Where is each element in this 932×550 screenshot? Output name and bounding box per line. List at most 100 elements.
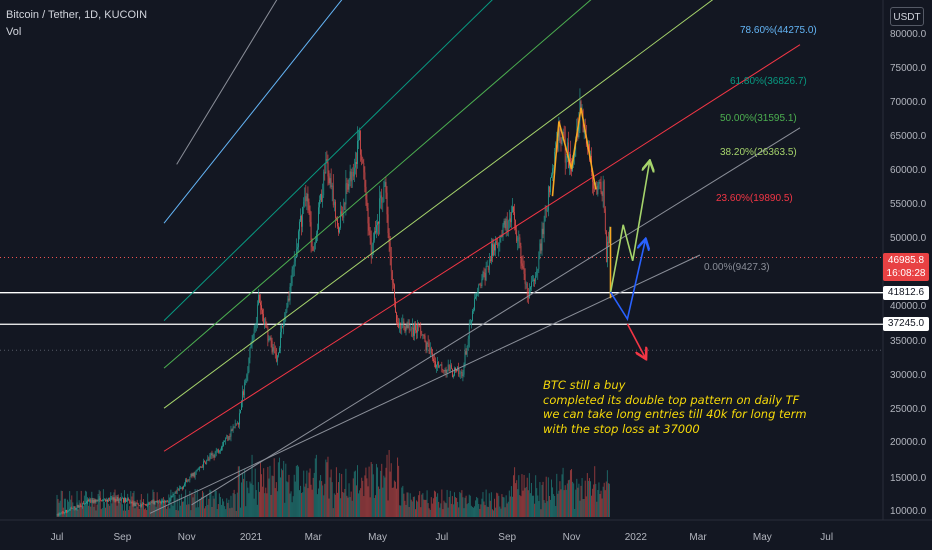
- candle-body: [321, 193, 322, 202]
- volume-bar: [365, 467, 367, 517]
- volume-bar: [389, 471, 391, 517]
- volume-bar: [455, 497, 457, 517]
- candle-body: [243, 391, 244, 396]
- time-tick-label: Nov: [563, 532, 581, 543]
- candle-body: [564, 138, 566, 163]
- candle-body: [171, 495, 173, 498]
- volume-bar: [533, 495, 535, 517]
- volume-bar: [450, 503, 452, 517]
- volume-bar: [101, 508, 103, 517]
- candle-body: [442, 369, 444, 371]
- volume-bar: [158, 502, 160, 517]
- volume-bar: [205, 506, 207, 517]
- volume-bar: [588, 478, 590, 517]
- volume-bar: [445, 503, 447, 517]
- volume-bar: [309, 468, 311, 517]
- volume-bar: [67, 499, 69, 517]
- fib-level-label: 50.00%(31595.1): [720, 113, 797, 124]
- candle-body: [136, 502, 138, 504]
- volume-bar: [530, 482, 532, 517]
- candle-body: [409, 328, 411, 330]
- volume-bar: [74, 506, 76, 517]
- volume-bar: [276, 491, 278, 517]
- volume-bar: [430, 497, 432, 517]
- candle-body: [416, 330, 417, 333]
- candle-body: [316, 233, 317, 243]
- candle-body: [201, 467, 202, 468]
- candle-body: [144, 503, 145, 505]
- volume-bar: [370, 462, 372, 517]
- volume-bar: [164, 502, 166, 517]
- volume-bar: [109, 505, 111, 517]
- volume-bar: [600, 490, 602, 517]
- candle-body: [83, 502, 84, 504]
- volume-bar: [222, 498, 224, 517]
- volume-bar: [266, 493, 268, 517]
- price-tick-label: 30000.0: [890, 370, 927, 381]
- candle-body: [202, 467, 203, 468]
- volume-bar: [189, 490, 191, 517]
- volume-bar: [80, 490, 82, 517]
- volume-indicator-label[interactable]: Vol: [6, 26, 22, 38]
- volume-bar: [287, 482, 289, 517]
- fib-level-label: 23.60%(19890.5): [716, 193, 793, 204]
- volume-bar: [293, 474, 295, 517]
- volume-bar: [270, 494, 272, 517]
- volume-bar: [591, 495, 593, 517]
- volume-bar: [338, 482, 340, 517]
- volume-bar: [172, 505, 174, 517]
- candle-body: [434, 361, 435, 362]
- currency-unit-button[interactable]: USDT: [890, 7, 924, 26]
- volume-bar: [358, 493, 360, 517]
- volume-bar: [417, 501, 419, 517]
- volume-bar: [486, 506, 488, 517]
- volume-bar: [598, 482, 600, 517]
- volume-bar: [264, 493, 266, 517]
- volume-bar: [211, 506, 213, 517]
- candle-body: [352, 171, 354, 177]
- volume-bar: [453, 492, 455, 517]
- volume-bar: [565, 489, 567, 517]
- volume-bar: [335, 467, 337, 517]
- candle-body: [443, 370, 445, 372]
- volume-bar: [200, 497, 202, 517]
- candle-body: [474, 298, 475, 310]
- volume-bar: [294, 481, 296, 517]
- fib-level-label: 61.80%(36826.7): [730, 76, 807, 87]
- candle-body: [520, 245, 522, 264]
- candle-body: [407, 322, 409, 329]
- volume-bar: [247, 487, 249, 517]
- candle-body: [186, 479, 188, 483]
- candle-body: [204, 461, 205, 463]
- symbol-title[interactable]: Bitcoin / Tether, 1D, KUCOIN: [6, 9, 148, 21]
- volume-bar: [603, 482, 605, 517]
- volume-bar: [248, 493, 250, 517]
- volume-bar: [229, 508, 231, 517]
- candle-body: [364, 172, 366, 187]
- candle-body: [527, 297, 529, 299]
- volume-bar: [230, 495, 232, 517]
- candle-body: [524, 273, 526, 284]
- candle-body: [402, 321, 404, 325]
- candle-body: [222, 445, 223, 447]
- candle-body: [554, 152, 556, 168]
- candle-body: [398, 322, 399, 328]
- volume-bar: [83, 495, 85, 517]
- candle-body: [535, 275, 537, 282]
- volume-bar: [569, 470, 571, 517]
- candle-body: [482, 272, 484, 280]
- candle-body: [237, 422, 239, 425]
- time-tick-label: 2021: [240, 532, 263, 543]
- volume-bar: [553, 494, 555, 517]
- volume-bar: [155, 506, 157, 517]
- volume-bar: [394, 481, 396, 517]
- volume-bar: [400, 505, 402, 517]
- candle-body: [77, 504, 79, 508]
- volume-bar: [98, 489, 100, 517]
- note-line: we can take long entries till 40k for lo…: [543, 407, 807, 421]
- volume-bar: [202, 490, 203, 517]
- volume-bar: [150, 504, 152, 517]
- volume-bar: [545, 476, 547, 517]
- price-tick-label: 55000.0: [890, 199, 927, 210]
